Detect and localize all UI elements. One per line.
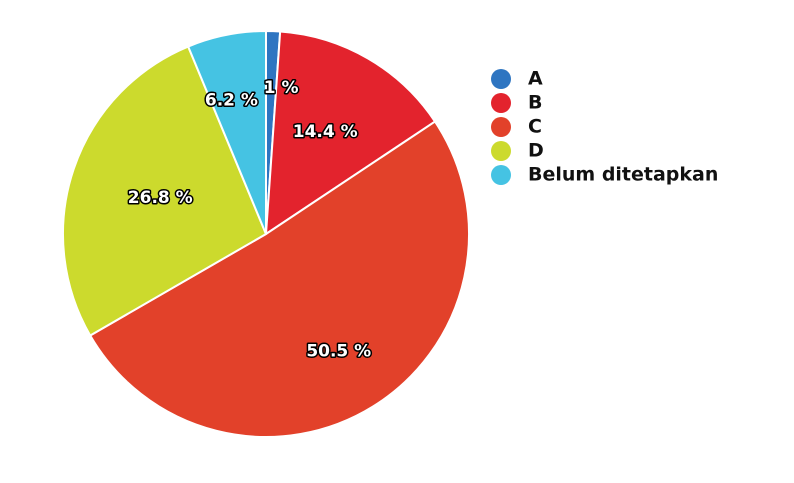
legend-label-b: B	[528, 92, 542, 114]
legend-label-d: D	[528, 140, 544, 162]
data-label-belum-ditetapkan: 6.2 %	[205, 91, 258, 111]
legend-marker-b	[491, 93, 511, 113]
legend-label-belum-ditetapkan: Belum ditetapkan	[528, 164, 718, 186]
pie-slice-belum-ditetapkan	[186, 29, 267, 235]
pie-slice-d	[62, 45, 268, 337]
legend-marker-belum-ditetapkan	[491, 165, 511, 185]
legend-marker-d	[491, 141, 511, 161]
pie-slices	[62, 29, 470, 438]
data-label-c: 50.5 %	[306, 341, 371, 361]
pie-slice-b	[264, 30, 437, 236]
slice-labels: 1 % 14.4 % 50.5 % 26.8 % 6.2 %	[126, 76, 372, 362]
legend-label-a: A	[528, 68, 543, 90]
legend-marker-c	[491, 117, 511, 137]
legend-label-c: C	[528, 116, 542, 138]
legend-marker-a	[491, 69, 511, 89]
data-label-b: 14.4 %	[293, 122, 358, 142]
data-label-a: 1 %	[264, 78, 299, 98]
data-label-d: 26.8 %	[128, 188, 193, 208]
pie-slice-c	[88, 120, 470, 438]
